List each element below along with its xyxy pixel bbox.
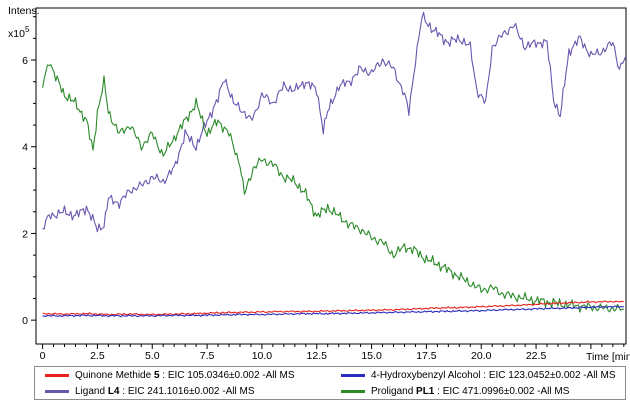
legend-label-part: Proligand (371, 385, 417, 397)
series-layer (42, 11, 627, 318)
legend-swatch (341, 373, 365, 377)
legend-label-part: : EIC 241.1016±0.002 -All MS (119, 385, 255, 397)
legend-label-bold: L4 (107, 385, 120, 397)
y-multiplier-base: x10 (8, 28, 25, 40)
y-tick-label: 0 (22, 315, 28, 327)
x-tick-label: 0 (40, 350, 46, 362)
series-line-0 (42, 300, 625, 317)
x-tick-label: 22.5 (526, 350, 547, 362)
y-multiplier-exponent: 5 (25, 25, 30, 34)
x-tick-label: 2.5 (90, 350, 105, 362)
legend-label-part: Quinone Methide (75, 369, 154, 381)
series-line-1 (42, 305, 624, 318)
plot-area (35, 7, 627, 345)
x-tick-label: 5.0 (145, 350, 160, 362)
y-axis-label: Intens. (8, 5, 40, 17)
legend-label: Ligand L4 : EIC 241.1016±0.002 -All MS (75, 386, 255, 397)
legend-swatch (341, 389, 365, 393)
series-line-2 (42, 11, 627, 233)
x-tick-label: 12.5 (307, 350, 328, 362)
x-tick-label: 7.5 (200, 350, 215, 362)
chart-legend: Quinone Methide 5 : EIC 105.0346±0.002 -… (34, 366, 626, 400)
x-tick-label: 17.5 (416, 350, 437, 362)
legend-swatch (45, 389, 69, 393)
legend-label-part: Ligand (75, 385, 108, 397)
y-tick-label: 2 (22, 228, 28, 240)
y-tick-label: 6 (22, 55, 28, 67)
series-line-3 (42, 64, 624, 313)
legend-label-bold: PL1 (416, 385, 435, 397)
legend-label-part: : EIC 471.0996±0.002 -All MS (434, 385, 570, 397)
legend-item: Proligand PL1 : EIC 471.0996±0.002 -All … (341, 383, 569, 399)
y-multiplier: x105 (8, 25, 30, 40)
y-tick-label: 4 (22, 142, 28, 154)
y-axis: 0 2 4 6 (22, 16, 36, 327)
legend-item: 4-Hydroxybenzyl Alcohol : EIC 123.0452±0… (341, 367, 616, 383)
legend-label: Proligand PL1 : EIC 471.0996±0.002 -All … (371, 386, 569, 397)
x-tick-label: 20.0 (471, 350, 492, 362)
legend-swatch (45, 373, 69, 377)
x-axis: 0 2.5 5.0 7.5 10.0 12.5 15.0 17.5 20.0 22.5 (40, 344, 625, 362)
legend-item: Ligand L4 : EIC 241.1016±0.002 -All MS (45, 383, 255, 399)
legend-label-part: : EIC 105.0346±0.002 -All MS (159, 369, 295, 381)
legend-label-part: 4-Hydroxybenzyl Alcohol : EIC 123.0452±0… (371, 369, 616, 381)
legend-label: Quinone Methide 5 : EIC 105.0346±0.002 -… (75, 370, 295, 381)
x-axis-label: Time [min] (586, 351, 630, 363)
legend-label: 4-Hydroxybenzyl Alcohol : EIC 123.0452±0… (371, 370, 616, 381)
legend-item: Quinone Methide 5 : EIC 105.0346±0.002 -… (45, 367, 295, 383)
plot-border (35, 7, 627, 345)
x-tick-label: 15.0 (361, 350, 382, 362)
legend-label-bold: 5 (153, 369, 160, 381)
x-tick-label: 10.0 (252, 350, 273, 362)
